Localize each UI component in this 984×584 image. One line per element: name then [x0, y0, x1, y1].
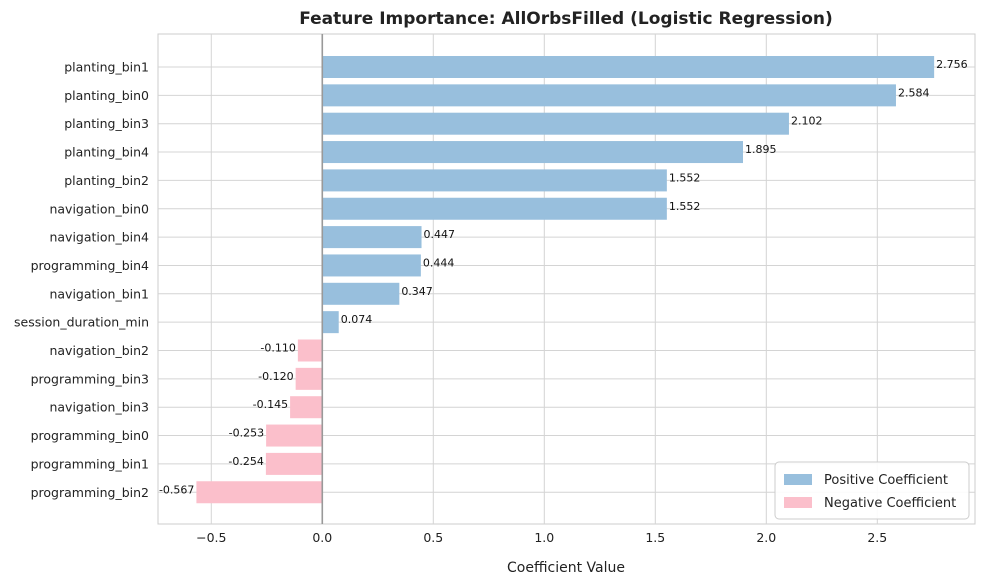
- bar-programming_bin3: [295, 367, 323, 390]
- y-tick-label: navigation_bin4: [49, 230, 149, 245]
- y-tick-label: navigation_bin2: [49, 343, 149, 358]
- bar-planting_bin0: [322, 84, 896, 107]
- bar-navigation_bin3: [290, 396, 323, 419]
- data-label: 2.102: [791, 115, 823, 128]
- y-tick-labels: planting_bin1 planting_bin0 planting_bin3p…: [14, 60, 149, 500]
- y-tick-label: planting_bin2: [64, 173, 149, 188]
- data-label: 2.584: [898, 86, 930, 99]
- data-label: 1.552: [669, 171, 701, 184]
- bar-programming_bin1: [265, 452, 323, 475]
- legend: Positive Coefficient Negative Coefficient: [774, 461, 970, 520]
- y-tick-label: programming_bin2: [31, 485, 149, 500]
- data-label: 1.552: [669, 200, 701, 213]
- y-tick-label: programming_bin4: [31, 258, 149, 273]
- bar-programming_bin4: [322, 254, 421, 277]
- x-axis-label: Coefficient Value: [507, 560, 625, 576]
- data-label: 0.444: [423, 256, 455, 269]
- bar-planting_bin3: [322, 112, 789, 135]
- bar-navigation_bin1: [322, 282, 400, 305]
- legend-label: Positive Coefficient: [824, 473, 948, 488]
- y-tick-label: planting_bin1: [64, 60, 149, 75]
- x-tick-label: 0.0: [312, 530, 332, 545]
- y-tick-label: planting_bin4: [64, 145, 149, 160]
- bar-planting_bin4: [322, 141, 743, 164]
- legend-swatch: [784, 497, 812, 508]
- data-label: 0.347: [401, 285, 433, 298]
- plot-area: [157, 33, 976, 525]
- x-tick-label: 2.0: [756, 530, 776, 545]
- y-tick-label: session_duration_min: [14, 315, 149, 330]
- bar-programming_bin0: [266, 424, 323, 447]
- bar-navigation_bin0: [322, 197, 667, 220]
- bars: [196, 56, 935, 504]
- data-label: -0.567: [159, 483, 194, 496]
- chart-title: Feature Importance: AllOrbsFilled (Logis…: [299, 9, 833, 29]
- data-label: -0.254: [228, 455, 263, 468]
- legend-box: [774, 461, 970, 520]
- data-label: 0.074: [341, 313, 373, 326]
- x-tick-labels: −0.5 0.0 0.5 1.0 1.5 2.0 2.5: [196, 530, 887, 545]
- x-tick-label: 1.5: [645, 530, 665, 545]
- bar-planting_bin1: [322, 56, 935, 78]
- data-labels: 2.756 2.584 2.102 1.895 1.552 1.552 0.447 0.444…: [159, 58, 968, 496]
- x-tick-label: −0.5: [196, 530, 226, 545]
- y-tick-label: planting_bin0: [64, 88, 149, 103]
- y-tick-label: navigation_bin0: [49, 201, 149, 216]
- x-tick-label: 2.5: [867, 530, 887, 545]
- data-label: -0.110: [260, 342, 295, 355]
- data-label: -0.253: [229, 427, 264, 440]
- y-tick-label: navigation_bin1: [49, 286, 149, 301]
- y-tick-label: programming_bin3: [31, 371, 149, 386]
- x-tick-label: 1.0: [534, 530, 554, 545]
- y-tick-label: planting_bin3: [64, 116, 149, 131]
- legend-swatch: [784, 474, 812, 485]
- data-label: -0.120: [258, 370, 293, 383]
- y-tick-label: programming_bin0: [31, 428, 149, 443]
- bar-programming_bin2: [196, 481, 323, 504]
- y-tick-label: navigation_bin3: [49, 400, 149, 415]
- y-tick-label: programming_bin1: [31, 456, 149, 471]
- bar-navigation_bin2: [297, 339, 323, 362]
- data-label: 2.756: [936, 58, 968, 71]
- bar-planting_bin2: [322, 169, 667, 192]
- bar-session_duration_min: [322, 311, 339, 334]
- legend-label: Negative Coefficient: [824, 496, 956, 511]
- data-label: 1.895: [745, 143, 777, 156]
- data-label: 0.447: [424, 228, 456, 241]
- bar-navigation_bin4: [322, 226, 422, 249]
- x-tick-label: 0.5: [423, 530, 443, 545]
- data-label: -0.145: [253, 398, 288, 411]
